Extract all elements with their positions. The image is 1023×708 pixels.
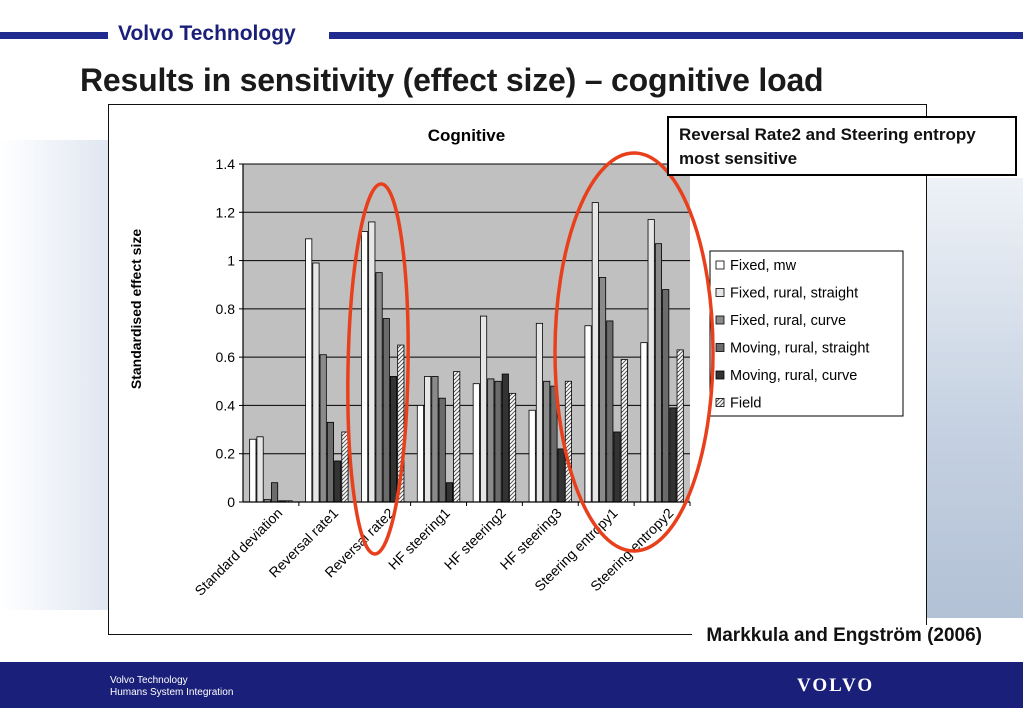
bar xyxy=(368,221,376,503)
y-tick-label: 0.4 xyxy=(216,397,236,413)
y-tick-label: 0 xyxy=(227,494,235,510)
legend-swatch xyxy=(715,288,725,297)
y-tick-label: 1.2 xyxy=(216,204,236,220)
footer-company: Volvo Technology xyxy=(110,675,188,686)
bar xyxy=(271,482,279,503)
y-tick-label: 0.6 xyxy=(216,349,236,365)
bar xyxy=(334,460,342,503)
legend-swatch xyxy=(715,315,725,325)
bar xyxy=(424,376,432,503)
callout-box: Reversal Rate2 and Steering entropy most… xyxy=(667,116,1017,176)
bar xyxy=(543,380,551,503)
legend-label: Fixed, mw xyxy=(730,258,797,274)
legend-box xyxy=(709,250,904,417)
bar xyxy=(591,202,599,503)
bar xyxy=(416,405,424,503)
volvo-logo: VOLVO xyxy=(797,675,875,696)
bar xyxy=(654,243,662,503)
bar xyxy=(647,219,655,503)
bar xyxy=(606,320,614,503)
bar xyxy=(487,378,495,503)
bar xyxy=(480,315,488,503)
category-label: Standard deviation xyxy=(191,505,285,599)
bar xyxy=(375,272,383,503)
footer-bar: Volvo Technology Humans System Integrati… xyxy=(0,662,1023,708)
chart-frame: 0 0.2 0.4 0.6 0.8 1 1.2 1.4 Standard deviation Re… xyxy=(108,104,927,635)
bar xyxy=(599,277,607,503)
footer-department: Humans System Integration xyxy=(110,687,234,698)
background-gradient-right xyxy=(926,178,1023,618)
bar xyxy=(676,349,684,503)
y-tick-label: 1.4 xyxy=(216,156,236,172)
legend-swatch xyxy=(715,343,725,352)
bar xyxy=(494,380,502,503)
bar xyxy=(509,392,517,503)
bar xyxy=(431,376,439,503)
legend-label: Moving, rural, straight xyxy=(730,341,869,357)
legend-label: Fixed, rural, curve xyxy=(730,313,846,329)
legend-label: Fixed, rural, straight xyxy=(730,286,858,302)
bar xyxy=(613,431,621,503)
slide-title: Results in sensitivity (effect size) – c… xyxy=(80,62,824,98)
bar xyxy=(256,436,264,503)
bar xyxy=(341,431,349,503)
bar xyxy=(445,482,453,503)
bar xyxy=(390,376,398,503)
y-axis-label: Standardised effect size xyxy=(128,229,144,389)
header-rule-left xyxy=(0,32,108,39)
y-tick-label: 0.2 xyxy=(216,446,236,462)
bar xyxy=(472,383,480,503)
bar xyxy=(361,231,369,503)
legend-label: Field xyxy=(730,396,761,412)
bar xyxy=(669,407,677,503)
legend-swatch xyxy=(715,370,725,380)
bar xyxy=(453,371,461,503)
chart-title: Cognitive xyxy=(428,126,505,145)
bar xyxy=(535,322,543,503)
bar xyxy=(249,438,257,503)
bar xyxy=(528,409,536,503)
bar xyxy=(438,397,446,503)
bar xyxy=(305,238,313,503)
bar xyxy=(319,354,327,503)
legend-swatch xyxy=(715,398,725,407)
background-gradient-left xyxy=(0,140,110,610)
legend-swatch xyxy=(715,260,725,270)
bar xyxy=(326,421,334,503)
header-rule-right xyxy=(329,32,1023,39)
bar xyxy=(620,359,628,503)
company-name: Volvo Technology xyxy=(118,22,296,45)
highlight-ellipse-reversal-rate2 xyxy=(346,182,410,556)
bar xyxy=(662,289,670,503)
y-tick-label: 1 xyxy=(227,253,235,269)
bar xyxy=(584,325,592,503)
bar xyxy=(564,380,572,503)
bar xyxy=(557,448,565,503)
y-tick-label: 0.8 xyxy=(216,301,236,317)
bar xyxy=(640,342,648,503)
citation: Markkula and Engström (2006) xyxy=(692,625,990,649)
bar xyxy=(382,318,390,503)
bar xyxy=(312,262,320,503)
highlight-ellipse-steering-entropy xyxy=(553,151,715,553)
bar xyxy=(501,373,509,503)
legend-label: Moving, rural, curve xyxy=(730,368,857,384)
